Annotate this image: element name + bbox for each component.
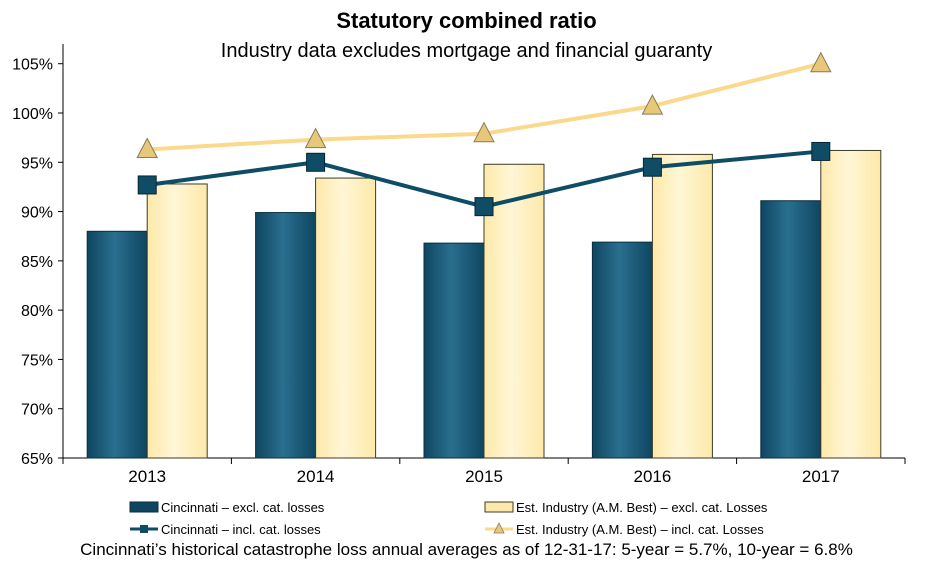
legend-marker (140, 525, 148, 533)
marker-cincinnati-incl (306, 152, 326, 172)
y-tick-label: 100% (12, 106, 53, 123)
legend-swatch (484, 501, 514, 513)
legend-marker (493, 522, 505, 534)
bar-cincinnati-excl (591, 241, 653, 459)
bar-industry-excl (483, 163, 545, 459)
marker-industry-incl (304, 127, 327, 149)
marker-cincinnati-incl (642, 157, 662, 177)
bar-cincinnati-excl (86, 230, 148, 459)
legend-label: Est. Industry (A.M. Best) – excl. cat. L… (516, 500, 768, 515)
bars (86, 149, 882, 459)
bar-cincinnati-excl (255, 212, 317, 459)
bar-cincinnati-excl (760, 200, 822, 459)
marker-cincinnati-incl (137, 175, 157, 195)
footnote: Cincinnati’s historical catastrophe loss… (80, 540, 853, 559)
marker-industry-incl (136, 137, 159, 158)
bar-industry-excl (820, 149, 882, 459)
y-tick-label: 80% (21, 303, 53, 320)
y-tick-label: 65% (21, 451, 53, 468)
y-tick-label: 95% (21, 155, 53, 172)
x-tick-label: 2013 (128, 467, 166, 486)
lines (136, 51, 832, 217)
x-tick-label: 2017 (802, 467, 840, 486)
marker-industry-incl (809, 51, 832, 73)
marker-industry-incl (641, 94, 664, 115)
y-tick-label: 105% (12, 57, 53, 74)
marker-cincinnati-incl (474, 197, 494, 217)
x-tick-label: 2016 (633, 467, 671, 486)
bar-industry-excl (651, 153, 713, 459)
bar-cincinnati-excl (423, 242, 485, 459)
x-tick-label: 2014 (297, 467, 335, 486)
combined-ratio-chart: 65% 70% 75% 80% 85% 90% 95% 100% 105% 2013 2014 201… (12, 44, 906, 537)
legend: Cincinnati – excl. cat. losses Est. Indus… (129, 500, 768, 537)
legend-label: Est. Industry (A.M. Best) – incl. cat. L… (516, 522, 764, 537)
marker-cincinnati-incl (811, 141, 831, 161)
chart-title: Statutory combined ratio (336, 8, 597, 33)
x-tick-label: 2015 (465, 467, 503, 486)
y-tick-label: 75% (21, 352, 53, 369)
bar-industry-excl (315, 177, 377, 459)
y-tick-label: 70% (21, 402, 53, 419)
y-tick-label: 85% (21, 254, 53, 271)
y-tick-label: 90% (21, 205, 53, 222)
legend-swatch (129, 501, 159, 513)
legend-label: Cincinnati – incl. cat. losses (161, 522, 321, 537)
legend-label: Cincinnati – excl. cat. losses (161, 500, 325, 515)
chart-subtitle: Industry data excludes mortgage and fina… (220, 40, 713, 62)
bar-industry-excl (146, 183, 208, 459)
marker-industry-incl (473, 121, 495, 143)
